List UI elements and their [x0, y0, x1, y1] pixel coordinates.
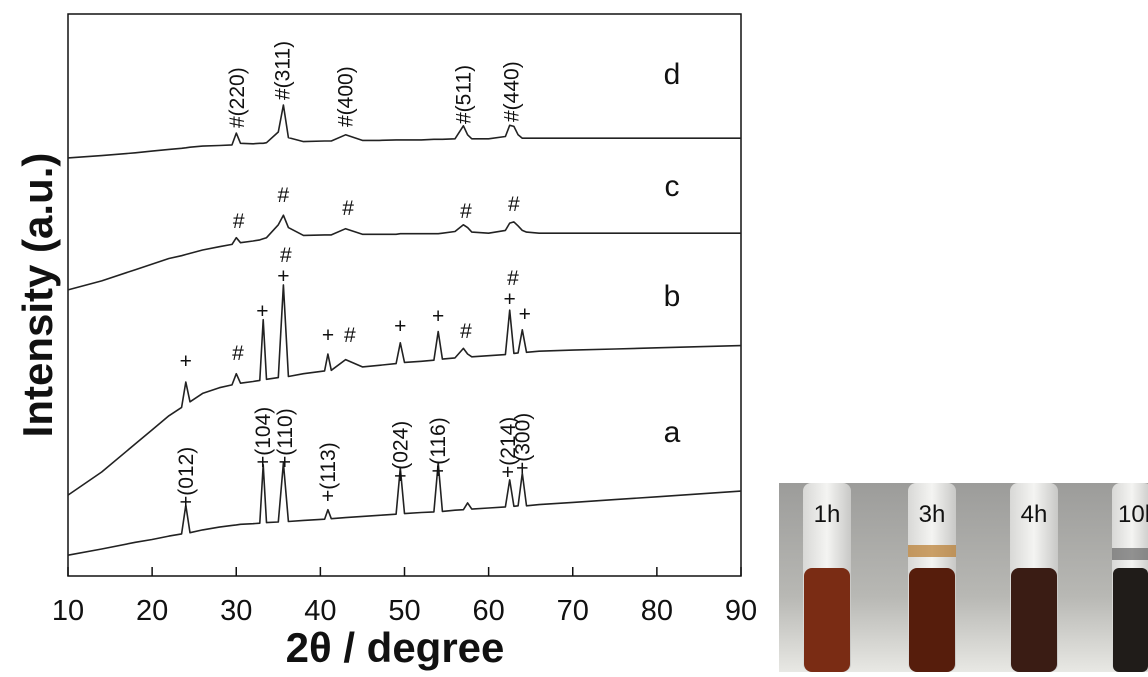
series-label: b — [664, 280, 681, 313]
peak-annotation: # — [278, 184, 290, 207]
peak-annotation: + — [432, 305, 444, 328]
peak-annotation: + — [519, 303, 531, 326]
peak-annotation: + — [180, 350, 192, 373]
peak-annotation: + — [277, 265, 289, 288]
peak-annotation: # — [508, 193, 520, 216]
liquid — [1113, 568, 1148, 672]
series-line — [67, 284, 742, 496]
series-label: a — [664, 416, 681, 449]
residue — [1112, 548, 1148, 560]
peak-annotation: # — [342, 197, 354, 220]
peak-annotation: + — [394, 315, 406, 338]
x-tick-label: 80 — [641, 595, 673, 627]
photo-label: 4h — [1021, 501, 1048, 528]
x-tick-label: 10 — [52, 595, 84, 627]
peak-annotation: # — [232, 342, 244, 365]
photo-label: 1h — [814, 501, 841, 528]
peak-annotation: +(110) — [274, 408, 297, 468]
peak-annotation: #(440) — [500, 61, 523, 122]
series-label: d — [664, 58, 681, 91]
peak-annotation: # — [507, 267, 519, 290]
plot-frame — [67, 13, 742, 577]
peak-annotation: +(104) — [252, 407, 275, 468]
peak-annotation: + — [256, 300, 268, 323]
peak-annotation: #(511) — [452, 65, 475, 124]
series-line — [67, 104, 741, 159]
peak-annotation: +(024) — [389, 421, 412, 482]
residue — [908, 545, 956, 557]
photo: 1h 3h 4h 10h — [779, 483, 1148, 672]
x-tick-label: 60 — [472, 595, 504, 627]
peak-annotation: #(311) — [272, 41, 295, 100]
peak-annotation: # — [280, 244, 292, 267]
x-tick-label: 90 — [725, 595, 757, 627]
x-axis-title: 2θ / degree — [286, 624, 505, 671]
x-tick-label: 30 — [220, 595, 252, 627]
x-tick-label: 70 — [557, 595, 589, 627]
peak-annotation: +(113) — [317, 442, 340, 502]
peak-annotation: + — [504, 288, 516, 311]
photo-label: 3h — [919, 501, 946, 528]
peak-annotation: + — [322, 324, 334, 347]
peak-annotation: # — [460, 320, 472, 343]
peak-annotation: +(012) — [175, 447, 198, 508]
liquid — [1011, 568, 1057, 672]
peak-annotation: # — [344, 324, 356, 347]
peak-annotation: #(220) — [226, 67, 249, 128]
y-axis-title: Intensity (a.u.) — [14, 153, 61, 438]
series-line — [67, 214, 741, 291]
peak-annotation: +(116) — [427, 417, 450, 477]
peak-annotation: +(300) — [511, 413, 534, 474]
x-tick-label: 50 — [388, 595, 420, 627]
peak-annotation: # — [460, 200, 472, 223]
x-tick-label: 40 — [304, 595, 336, 627]
peak-annotation: # — [233, 210, 245, 233]
x-tick-label: 20 — [136, 595, 168, 627]
liquid — [909, 568, 955, 672]
series-line — [67, 462, 742, 556]
peak-annotation: +(214) — [497, 417, 520, 478]
liquid — [804, 568, 850, 672]
photo-label: 10h — [1118, 501, 1148, 528]
series-label: c — [665, 170, 680, 203]
peak-annotation: #(400) — [335, 66, 358, 127]
